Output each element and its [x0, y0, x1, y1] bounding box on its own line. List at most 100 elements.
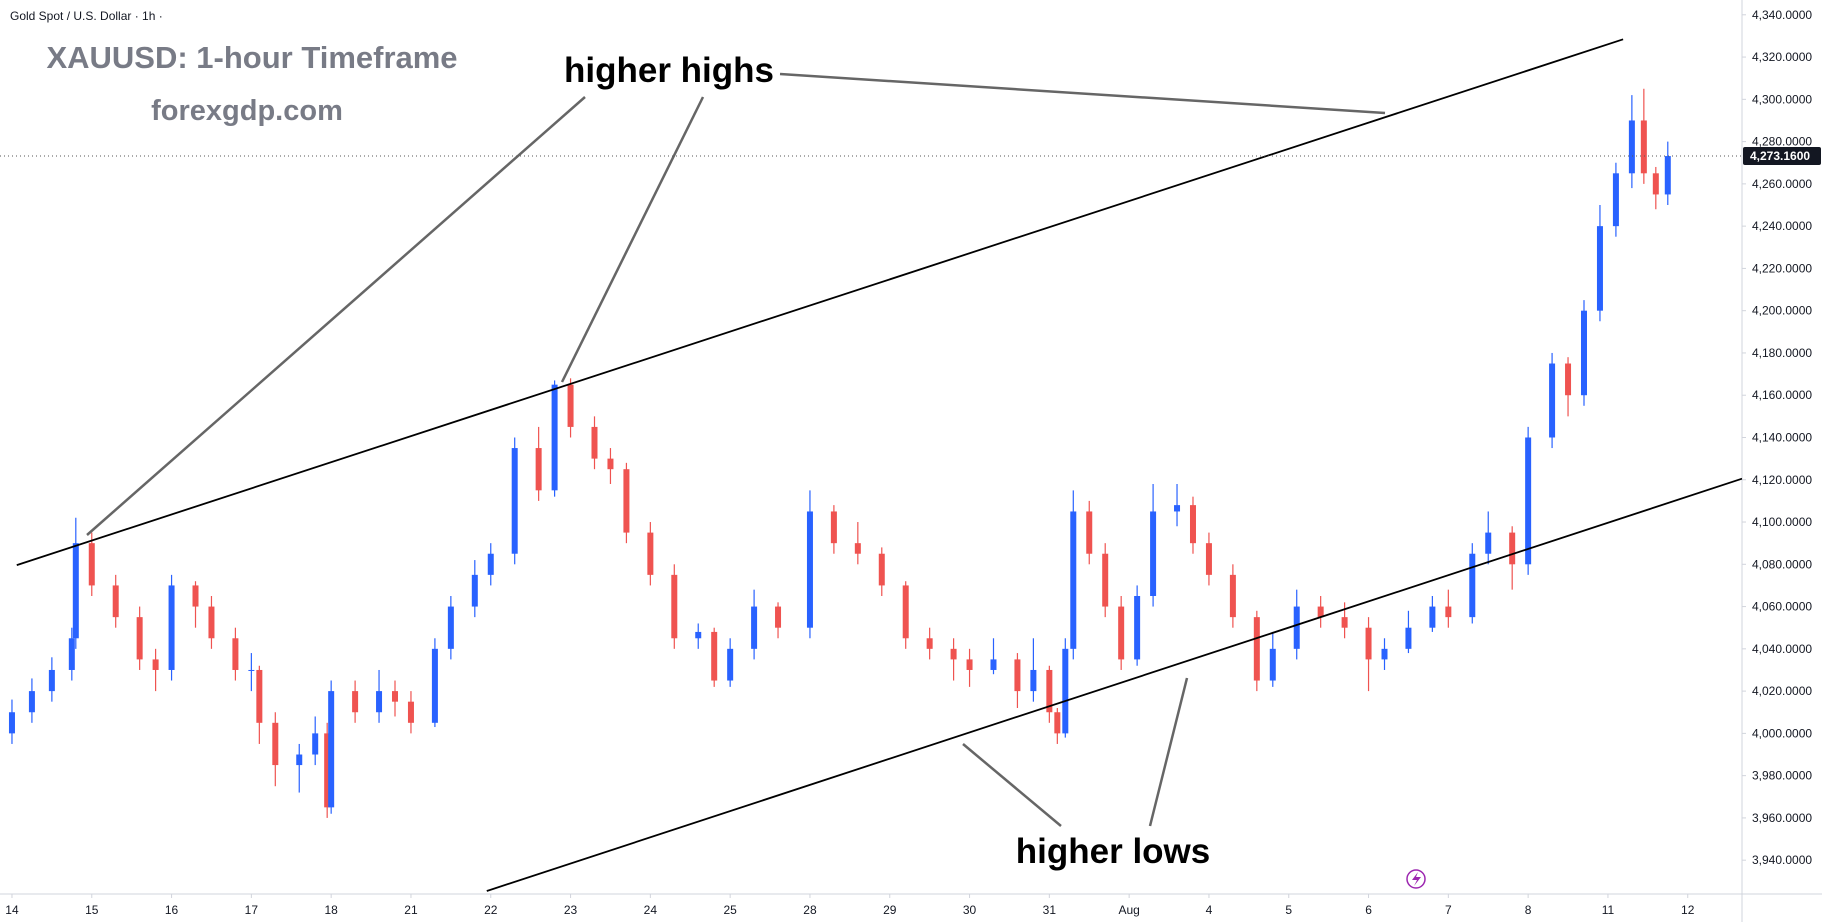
candle-body: [1429, 606, 1436, 628]
candle-body: [1189, 505, 1196, 544]
candle-body: [671, 574, 678, 639]
x-tick-label: 30: [963, 903, 977, 917]
plot: [8, 38, 1743, 892]
y-tick-label: 4,160.0000: [1752, 388, 1812, 402]
last-price-box: [1743, 147, 1821, 166]
pointer: [560, 96, 705, 383]
icon: [1412, 872, 1421, 886]
candle-body: [1046, 669, 1053, 713]
x-tick-label: 11: [1602, 903, 1615, 917]
candle-body: [296, 754, 303, 766]
candle-body: [1070, 511, 1077, 649]
candle-body: [1229, 574, 1236, 618]
pointer: [86, 96, 586, 536]
x-tick-label: 7: [1445, 903, 1452, 917]
candle-body: [28, 691, 35, 713]
y-tick-label: 4,020.0000: [1752, 684, 1812, 698]
candle-body: [1652, 173, 1659, 195]
y-tick-label: 4,040.0000: [1752, 642, 1812, 656]
subtitle: forexgdp.com: [151, 95, 343, 127]
candle-body: [1664, 156, 1671, 195]
candle-body: [950, 648, 957, 660]
candle-body: [1565, 363, 1572, 396]
candle-body: [324, 733, 331, 808]
candle-body: [1596, 226, 1603, 311]
x-tick-label: 24: [644, 903, 658, 917]
candle-body: [1341, 617, 1348, 628]
x-tick-label: 8: [1525, 903, 1532, 917]
candle-body: [1014, 659, 1021, 692]
candle-body: [1365, 627, 1372, 660]
candle-body: [926, 638, 933, 649]
candle-body: [1580, 310, 1587, 396]
candle-body: [1445, 606, 1452, 618]
candle-body: [806, 511, 813, 628]
candle-body: [68, 638, 75, 670]
x-tick-label: 18: [324, 903, 338, 917]
last-price-label: 4,273.1600: [1750, 149, 1810, 163]
y-tick-label: 3,980.0000: [1752, 769, 1812, 783]
candle-body: [1628, 120, 1635, 174]
candle-body: [1381, 648, 1388, 660]
candle-body: [1317, 606, 1324, 618]
candle-body: [551, 384, 558, 491]
candle-body: [647, 532, 654, 575]
y-tick-label: 4,000.0000: [1752, 726, 1812, 740]
candle-body: [1253, 617, 1260, 681]
y-tick-label: 4,260.0000: [1752, 177, 1812, 191]
candle-body: [431, 648, 438, 723]
x-tick-label: 25: [723, 903, 737, 917]
candle-body: [152, 659, 159, 670]
y-tick-label: 4,200.0000: [1752, 304, 1812, 318]
candle-body: [376, 691, 383, 713]
candle-body: [1640, 120, 1647, 174]
candle-body: [136, 617, 143, 660]
x-tick-label: 15: [85, 903, 99, 917]
pointers: [86, 72, 1386, 827]
y-tick-label: 4,100.0000: [1752, 515, 1812, 529]
x-tick-label: 31: [1043, 903, 1057, 917]
x-tick-label: 16: [165, 903, 179, 917]
candle-body: [407, 701, 414, 723]
candle-body: [447, 606, 454, 649]
y-tick-label: 4,320.0000: [1752, 50, 1812, 64]
y-tick-label: 4,240.0000: [1752, 219, 1812, 233]
y-tick-label: 4,080.0000: [1752, 557, 1812, 571]
candle-body: [751, 606, 758, 649]
candle-body: [1525, 437, 1532, 565]
x-tick-label: 14: [5, 903, 19, 917]
candle-body: [966, 659, 973, 670]
candle-body: [902, 585, 909, 639]
candle-body: [1030, 669, 1037, 692]
y-tick-label: 4,060.0000: [1752, 600, 1812, 614]
x-tick-label: 5: [1285, 903, 1292, 917]
candle-body: [607, 458, 614, 470]
candle-body: [727, 648, 734, 681]
candle-body: [1293, 606, 1300, 649]
candle-body: [72, 543, 79, 639]
candle-body: [1269, 648, 1276, 681]
candle-body: [1062, 648, 1069, 734]
icon[interactable]: [1406, 869, 1426, 889]
x-tick-label: 4: [1206, 903, 1213, 917]
candle-body: [1205, 543, 1212, 575]
candle-body: [1405, 627, 1412, 649]
candle-body: [1469, 553, 1476, 618]
candle-body: [854, 543, 861, 554]
candle-body: [511, 448, 518, 554]
candle-body: [168, 585, 175, 670]
trendline: [16, 38, 1624, 566]
candle-body: [192, 585, 199, 607]
candle-body: [256, 669, 263, 723]
candle-body: [272, 722, 279, 766]
candle-body: [591, 426, 598, 459]
candle-body: [567, 384, 574, 427]
x-tick-label: 6: [1365, 903, 1372, 917]
candle-body: [1509, 532, 1516, 565]
candle-body: [471, 574, 478, 607]
candle-body: [312, 733, 319, 755]
x-tick-label: 22: [484, 903, 498, 917]
